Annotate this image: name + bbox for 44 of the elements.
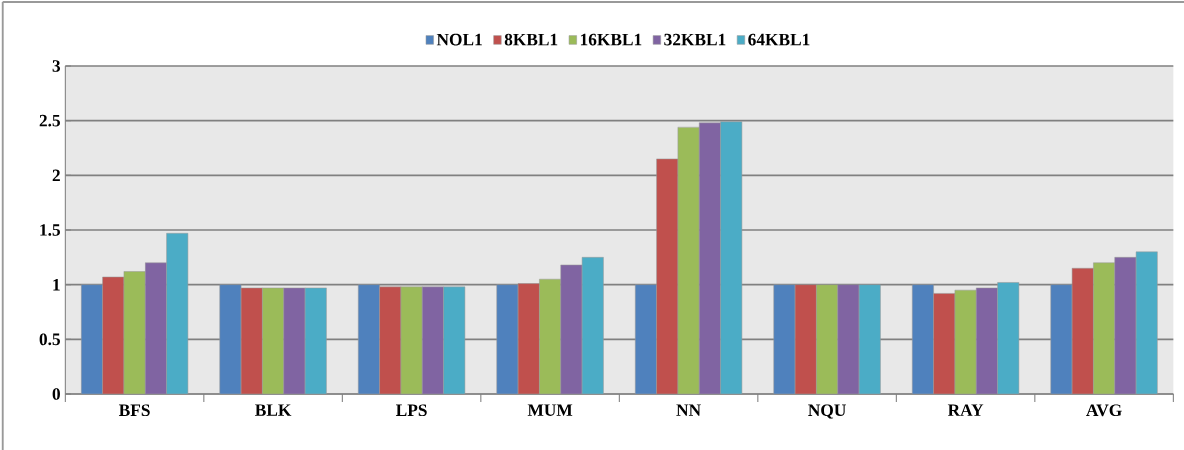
y-tick-label: 2.5 [39, 114, 60, 127]
y-tick-label: 1 [53, 278, 60, 291]
bar [837, 284, 860, 394]
bar [262, 287, 285, 394]
x-tick-label: BLK [255, 404, 292, 416]
legend-label: NOL1 [436, 33, 482, 46]
y-tick-label: 2 [52, 169, 60, 182]
x-tick-label: NN [676, 404, 701, 416]
x-tick-label: AVG [1086, 404, 1122, 417]
x-tick-label: RAY [947, 404, 984, 416]
bar [720, 121, 743, 394]
bar [166, 233, 189, 394]
bar [539, 278, 562, 394]
bar [443, 286, 466, 394]
bar [975, 287, 998, 394]
x-tick-label: LPS [395, 404, 427, 417]
bar [283, 287, 306, 394]
bar [1135, 251, 1158, 394]
legend-label: 8KBL1 [504, 33, 558, 46]
bar [304, 287, 327, 394]
y-tick-label: 0 [52, 388, 60, 400]
bar [144, 262, 167, 394]
bar [123, 271, 146, 394]
x-tick-label: NQU [808, 404, 846, 419]
x-tick-label: MUM [527, 404, 573, 416]
bar [858, 284, 881, 394]
legend-label: 32KBL1 [664, 33, 726, 46]
bar [560, 264, 583, 394]
bar [421, 286, 444, 394]
bar [698, 122, 721, 394]
bar [400, 286, 423, 394]
bar [1093, 262, 1116, 394]
bar [954, 289, 977, 394]
legend-label: 16KBL1 [580, 33, 642, 46]
bar [581, 257, 604, 394]
bar [816, 284, 839, 394]
y-tick-label: 1.5 [40, 224, 60, 236]
bar [997, 282, 1020, 394]
y-tick-label: 3 [52, 60, 61, 72]
legend-label: 64KBL1 [748, 33, 810, 46]
y-tick-label: 0.5 [39, 333, 60, 346]
x-tick-label: BFS [118, 404, 150, 417]
bar [1114, 257, 1137, 394]
bar [677, 126, 700, 394]
